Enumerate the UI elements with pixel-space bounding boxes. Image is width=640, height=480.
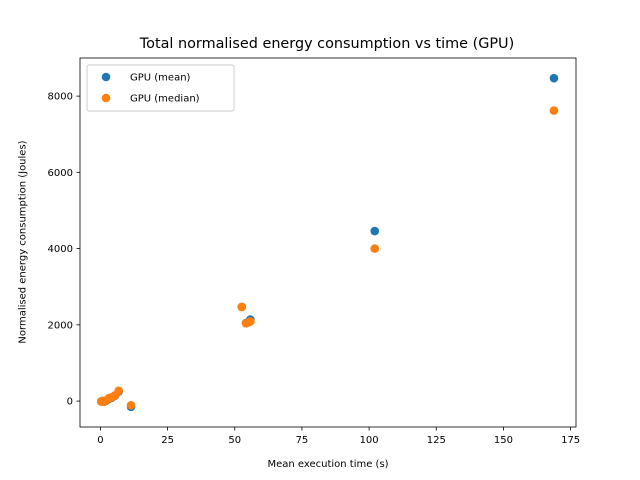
legend-label-gpu-mean: GPU (mean) — [130, 73, 191, 84]
y-tick-label: 6000 — [48, 168, 73, 179]
legend-box — [86, 64, 235, 112]
point-gpu-median — [246, 317, 255, 326]
point-gpu-mean — [549, 73, 559, 83]
point-gpu-median — [237, 302, 247, 312]
point-gpu-mean — [370, 226, 380, 236]
legend-label-gpu-median: GPU (median) — [130, 94, 200, 105]
y-axis-label: Normalised energy consumption (Joules) — [18, 140, 29, 343]
x-axis: 0 25 50 75 100 125 150 175 — [97, 427, 580, 446]
x-axis-label: Mean execution time (s) — [267, 459, 388, 470]
x-tick-label: 175 — [561, 435, 580, 446]
data-points — [96, 73, 559, 412]
y-tick-label: 2000 — [48, 320, 73, 331]
x-tick-label: 150 — [494, 435, 513, 446]
x-tick-label: 125 — [427, 435, 446, 446]
point-gpu-median — [549, 106, 559, 115]
legend-marker-gpu-median — [101, 93, 111, 103]
plot-frame — [79, 57, 577, 428]
y-tick-label: 8000 — [48, 92, 73, 103]
y-axis: 0 2000 4000 6000 8000 — [48, 92, 80, 408]
point-gpu-median — [126, 400, 136, 410]
plot-area — [79, 57, 577, 428]
legend: GPU (mean) GPU (median) — [86, 64, 235, 112]
x-tick-label: 100 — [360, 435, 379, 446]
point-gpu-median — [114, 386, 123, 396]
y-tick-label: 0 — [67, 397, 73, 408]
x-tick-label: 75 — [296, 435, 309, 446]
x-tick-label: 50 — [228, 435, 241, 446]
x-tick-label: 25 — [161, 435, 174, 446]
y-tick-label: 4000 — [48, 244, 73, 255]
point-gpu-median — [370, 244, 380, 253]
chart-title: Total normalised energy consumption vs t… — [139, 36, 514, 52]
x-tick-label: 0 — [97, 435, 103, 446]
legend-marker-gpu-mean — [101, 72, 111, 82]
